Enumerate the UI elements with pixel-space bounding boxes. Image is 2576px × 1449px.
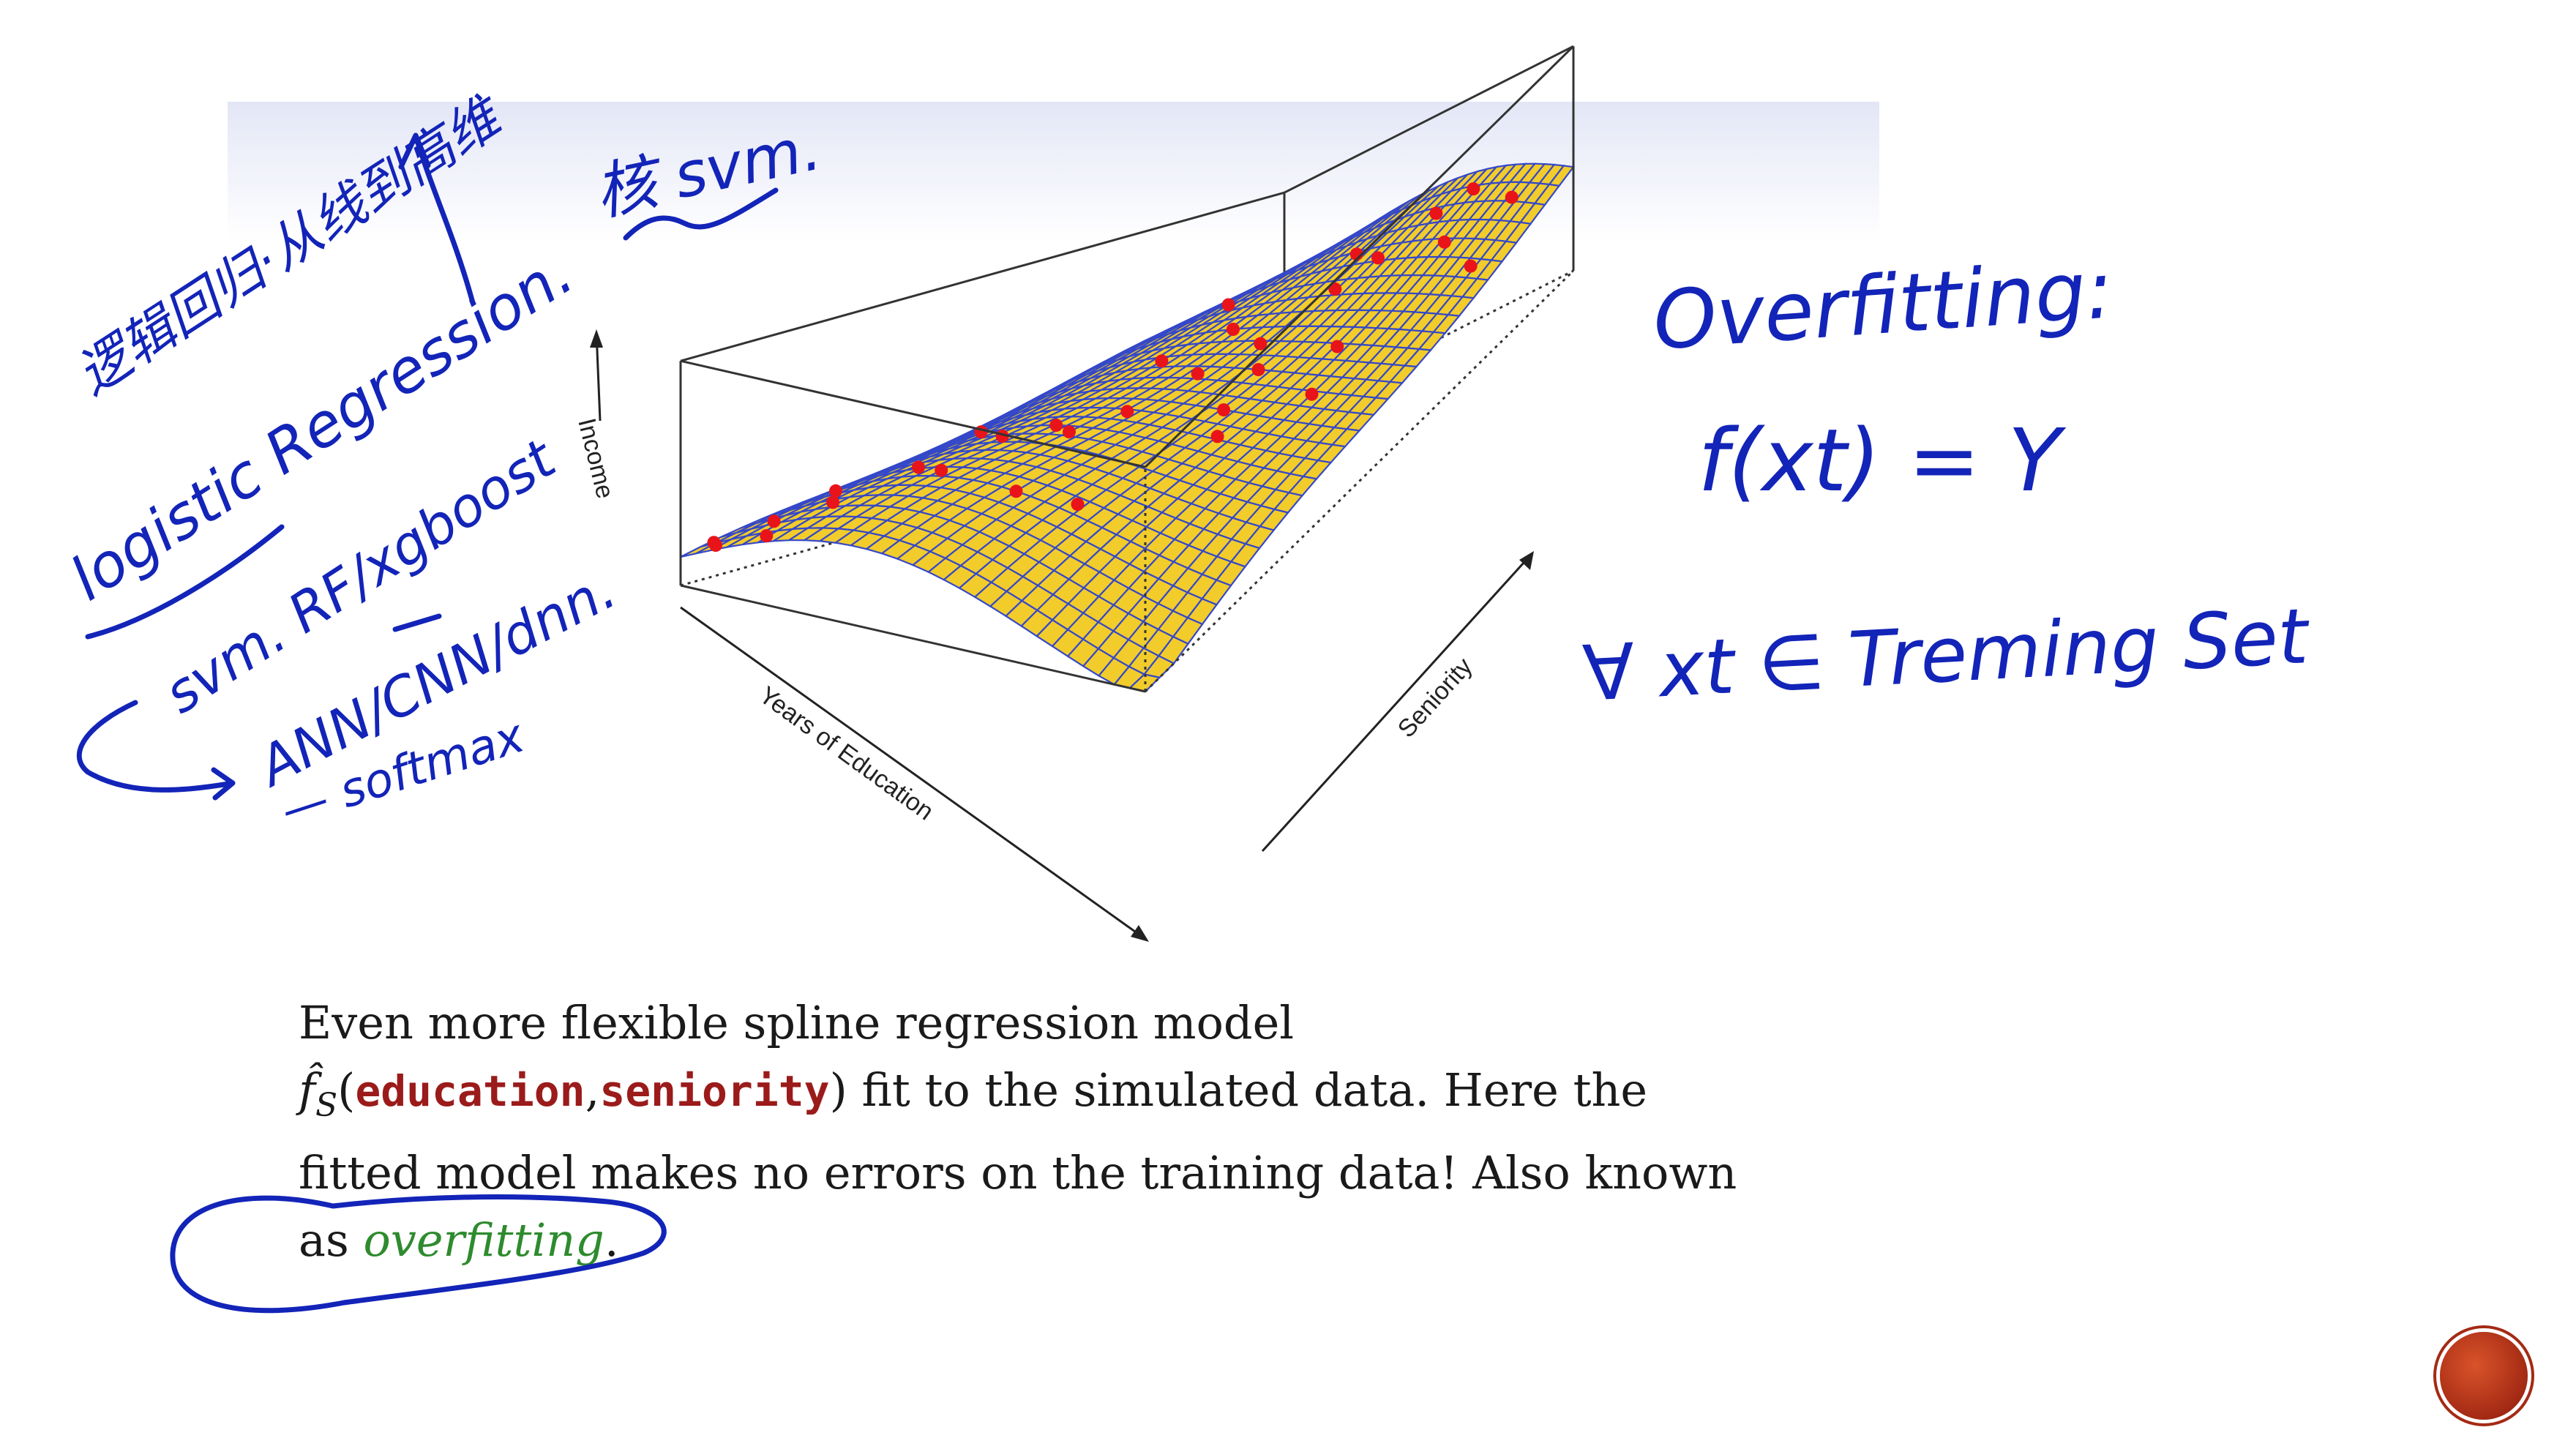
box-edge [1284,45,1574,194]
f-subscript: S [315,1087,338,1124]
caption-line-3: fitted model makes no errors on the trai… [299,1146,1737,1199]
data-point [1464,259,1478,273]
data-point [1328,282,1342,296]
caption-line-4-prefix: as [299,1213,364,1267]
data-point [1221,298,1235,312]
data-point [1049,419,1063,433]
data-points [707,182,1519,553]
caption-line-2: f̂S(education,seniority) fit to the simu… [299,1057,1872,1139]
data-point [1437,235,1451,249]
data-point [767,514,781,528]
slide-nav-button[interactable] [2440,1332,2528,1420]
data-point [1251,363,1265,377]
data-point [1305,387,1319,401]
data-point [1071,498,1085,512]
comma: , [585,1063,600,1117]
paren-open: ( [337,1063,356,1117]
data-point [1063,425,1076,439]
data-point [1227,323,1240,336]
caption-period: . [604,1213,619,1267]
caption-line-2-rest: ) fit to the simulated data. Here the [829,1063,1648,1117]
data-point [1120,405,1134,419]
caption-line-4: as overfitting. [299,1207,1872,1274]
var-education: education [355,1066,585,1116]
data-point [1371,251,1385,265]
data-point [935,463,948,477]
data-point [1330,340,1344,353]
box-edge [1144,45,1575,468]
income-axis-label: Income [572,416,619,501]
annotation-f-equation: f(xt) = Y [1698,410,2061,511]
data-point [1254,337,1268,351]
header-gradient-band [228,102,1879,241]
seniority-axis: Seniority [1261,551,1534,853]
f-hat-symbol: f̂ [299,1063,315,1117]
data-point [1217,403,1231,417]
overfitting-highlight: overfitting [363,1213,604,1267]
data-point [1467,182,1480,196]
data-point [974,425,988,439]
data-point [912,460,925,474]
slide-caption: Even more flexible spline regression mod… [299,989,1872,1274]
data-point [1155,354,1169,368]
box-edge [680,584,1146,693]
seniority-axis-label: Seniority [1393,653,1478,744]
box-edge [680,191,1285,362]
box-edge [1144,269,1575,693]
var-seniority: seniority [599,1066,830,1116]
box-edge [680,359,1146,468]
data-point [1009,484,1023,498]
data-point [1191,367,1205,381]
data-point [1210,430,1224,443]
data-point [709,539,722,553]
data-point [1429,206,1443,220]
data-point [760,529,774,543]
data-point [829,484,842,498]
data-point [1505,190,1519,204]
spline-surface [680,162,1576,693]
income-axis: Income [572,329,619,501]
education-axis-label: Years of Education [754,681,938,826]
plot-box-front [679,45,1575,693]
data-point [826,495,840,509]
caption-line-1: Even more flexible spline regression mod… [299,996,1295,1049]
